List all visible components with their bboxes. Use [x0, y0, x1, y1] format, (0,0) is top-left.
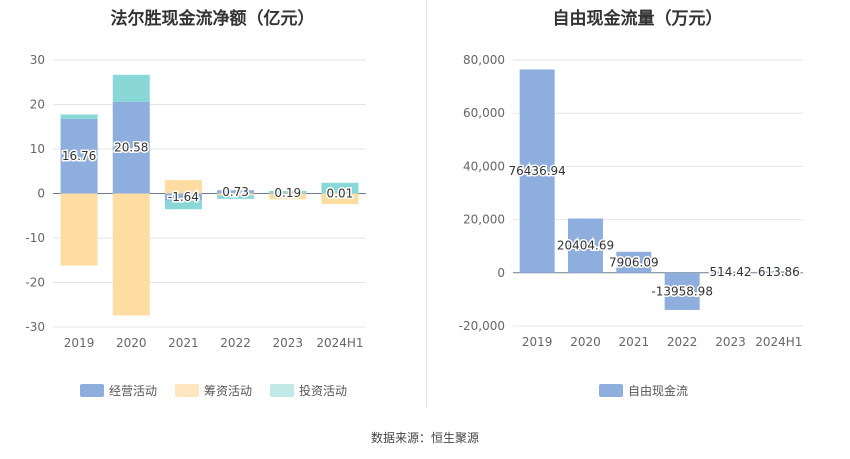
y-tick-label: 0: [497, 266, 505, 280]
bar: [217, 195, 255, 199]
data-label: 7906.09: [609, 255, 659, 269]
bar: [164, 193, 202, 201]
legend-free-cash-flow: 自由现金流: [599, 382, 688, 399]
free-cash-flow-chart: -20,000 0 20,000 40,000 60,000 80,000 2019 2020…: [459, 53, 803, 349]
legend-label-operating: 经营活动: [109, 384, 158, 398]
legend-item-financing[interactable]: 筹资活动: [175, 382, 252, 399]
legend-label-fcf: 自由现金流: [628, 384, 689, 398]
x-tick-label: 2019: [522, 335, 553, 349]
data-label: 16.76: [62, 149, 96, 163]
bar: [112, 101, 150, 194]
y-tick-label: -30: [25, 320, 45, 334]
y-tick-label: -20: [25, 276, 45, 290]
y-tick-label: -10: [25, 231, 45, 245]
bar: [321, 193, 359, 205]
bar: [112, 193, 150, 316]
data-label: 514.42: [710, 265, 752, 279]
x-tick-label: 2023: [715, 335, 746, 349]
y-tick-label: 30: [30, 53, 45, 67]
legend-swatch-investing: [270, 384, 295, 397]
data-label: 613.86: [758, 265, 800, 279]
data-label: 0.01: [327, 186, 354, 200]
y-tick-label: 80,000: [463, 53, 505, 67]
legend-swatch-financing: [175, 384, 200, 397]
x-tick-label: 2024H1: [316, 336, 363, 350]
bar: [761, 271, 797, 273]
data-label: 0.19: [274, 186, 301, 200]
chart-title-cash-flow-net: 法尔胜现金流净额（亿元）: [110, 9, 315, 29]
bar: [60, 193, 98, 266]
y-tick-label: 40,000: [463, 159, 505, 173]
x-tick-label: 2020: [116, 336, 147, 350]
bar: [164, 200, 202, 210]
panel-divider: [426, 0, 427, 408]
legend-swatch-operating: [80, 384, 104, 397]
bar: [164, 180, 202, 194]
legend-swatch-fcf: [599, 384, 623, 397]
bar: [269, 192, 307, 194]
bar: [519, 69, 555, 273]
x-tick-label: 2024H1: [755, 335, 802, 349]
y-tick-label: 20,000: [463, 213, 505, 227]
legend-item-fcf[interactable]: 自由现金流: [599, 382, 688, 399]
y-tick-label: 10: [30, 142, 45, 156]
bar: [217, 190, 255, 194]
y-tick-label: 0: [37, 187, 45, 201]
bar: [321, 182, 359, 194]
data-label: 20.58: [114, 141, 148, 155]
legend-item-investing[interactable]: 投资活动: [270, 382, 347, 399]
bar: [568, 218, 603, 273]
x-tick-label: 2022: [220, 336, 251, 350]
bar: [112, 74, 150, 102]
y-tick-label: -20,000: [459, 319, 505, 333]
y-tick-label: 60,000: [463, 106, 505, 120]
x-tick-label: 2021: [168, 336, 199, 350]
y-tick-label: 20: [30, 98, 45, 112]
cash-flow-net-chart: -30 -20 -10 0 10 20 30 2019 2020 2021 2022 2023 2024…: [25, 53, 366, 350]
data-label: -1.64: [168, 190, 199, 204]
bar: [60, 114, 98, 119]
bar: [616, 251, 652, 273]
legend-label-financing: 筹资活动: [204, 384, 253, 398]
x-tick-label: 2023: [272, 336, 303, 350]
bar: [269, 190, 307, 193]
x-tick-label: 2020: [570, 335, 601, 349]
x-tick-label: 2021: [619, 335, 650, 349]
bar: [60, 118, 98, 194]
data-label: 0.73: [222, 185, 249, 199]
bar: [664, 272, 700, 310]
legend-cash-flow-net: 经营活动 筹资活动 投资活动: [80, 382, 347, 399]
legend-item-operating[interactable]: 经营活动: [80, 382, 157, 399]
legend-label-investing: 投资活动: [299, 384, 348, 398]
bar: [269, 193, 307, 200]
x-tick-label: 2022: [667, 335, 698, 349]
data-label: 76436.94: [509, 164, 566, 178]
data-label: -13958.98: [651, 284, 713, 298]
bar: [217, 193, 255, 196]
data-source-note: 数据来源：恒生聚源: [370, 431, 479, 445]
bar: [713, 271, 748, 273]
chart-title-free-cash-flow: 自由现金流量（万元）: [552, 9, 723, 29]
x-tick-label: 2019: [64, 336, 95, 350]
data-label: 20404.69: [557, 239, 614, 253]
